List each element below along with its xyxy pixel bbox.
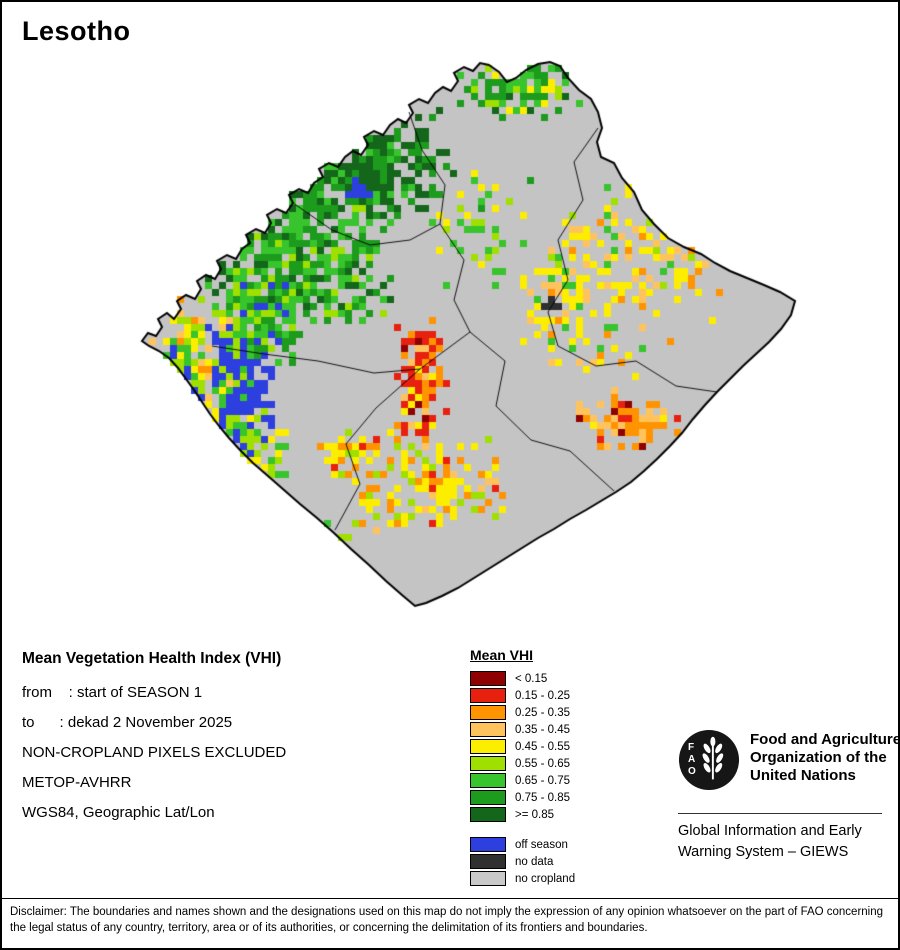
info-line: from : start of SEASON 1 <box>22 684 203 701</box>
info-line: WGS84, Geographic Lat/Lon <box>22 804 215 821</box>
legend: Mean VHI < 0.15 0.15 - 0.25 0.25 - 0.35 <box>470 647 575 888</box>
legend-label: 0.25 - 0.35 <box>515 706 570 719</box>
legend-label: < 0.15 <box>515 672 548 685</box>
legend-label: 0.75 - 0.85 <box>515 791 570 804</box>
legend-item: 0.35 - 0.45 <box>470 722 575 737</box>
fao-emblem-icon <box>678 729 740 791</box>
legend-swatch <box>470 722 506 737</box>
legend-swatch <box>470 739 506 754</box>
giews-text: Global Information and Early Warning Sys… <box>678 823 862 861</box>
legend-item: 0.15 - 0.25 <box>470 688 575 703</box>
legend-label: 0.65 - 0.75 <box>515 774 570 787</box>
legend-item: no cropland <box>470 871 575 886</box>
legend-label: 0.45 - 0.55 <box>515 740 570 753</box>
disclaimer-divider <box>2 898 898 899</box>
legend-item: no data <box>470 854 575 869</box>
info-line: METOP-AVHRR <box>22 774 132 791</box>
legend-label: 0.35 - 0.45 <box>515 723 570 736</box>
vhi-map <box>2 2 898 642</box>
legend-swatch <box>470 671 506 686</box>
legend-swatch <box>470 790 506 805</box>
fao-divider <box>678 813 882 814</box>
legend-label: 0.55 - 0.65 <box>515 757 570 770</box>
legend-swatch <box>470 688 506 703</box>
legend-heading: Mean VHI <box>470 647 534 663</box>
info-line: to : dekad 2 November 2025 <box>22 714 233 731</box>
legend-extras: off season no data no cropland <box>470 837 575 886</box>
legend-label: no cropland <box>515 872 576 885</box>
legend-item: < 0.15 <box>470 671 575 686</box>
legend-swatch <box>470 756 506 771</box>
info-heading: Mean Vegetation Health Index (VHI) <box>22 650 282 667</box>
legend-swatch <box>470 871 506 886</box>
legend-item: >= 0.85 <box>470 807 575 822</box>
info-lines: from : start of SEASON 1 to : dekad 2 No… <box>22 684 452 821</box>
fao-name: Food and Agriculture Organization of the… <box>750 731 900 784</box>
legend-item: 0.65 - 0.75 <box>470 773 575 788</box>
fao-logo-letters: FAO <box>688 742 696 777</box>
info-line: NON-CROPLAND PIXELS EXCLUDED <box>22 744 287 761</box>
fao-logo-icon: FAO <box>678 729 740 791</box>
legend-item: 0.25 - 0.35 <box>470 705 575 720</box>
legend-classes: < 0.15 0.15 - 0.25 0.25 - 0.35 0.35 - 0.… <box>470 671 575 822</box>
map-info-block: Mean Vegetation Health Index (VHI) from … <box>22 650 452 834</box>
legend-swatch <box>470 837 506 852</box>
disclaimer-text: Disclaimer: The boundaries and names sho… <box>10 906 884 934</box>
legend-label: no data <box>515 855 554 868</box>
legend-swatch <box>470 854 506 869</box>
legend-item: off season <box>470 837 575 852</box>
legend-item: 0.75 - 0.85 <box>470 790 575 805</box>
legend-item: 0.55 - 0.65 <box>470 756 575 771</box>
legend-swatch <box>470 773 506 788</box>
legend-label: >= 0.85 <box>515 808 555 821</box>
legend-swatch <box>470 807 506 822</box>
fao-block: FAO Food and Agriculture Organization of… <box>678 729 900 791</box>
legend-swatch <box>470 705 506 720</box>
legend-label: 0.15 - 0.25 <box>515 689 570 702</box>
legend-item: 0.45 - 0.55 <box>470 739 575 754</box>
legend-label: off season <box>515 838 568 851</box>
